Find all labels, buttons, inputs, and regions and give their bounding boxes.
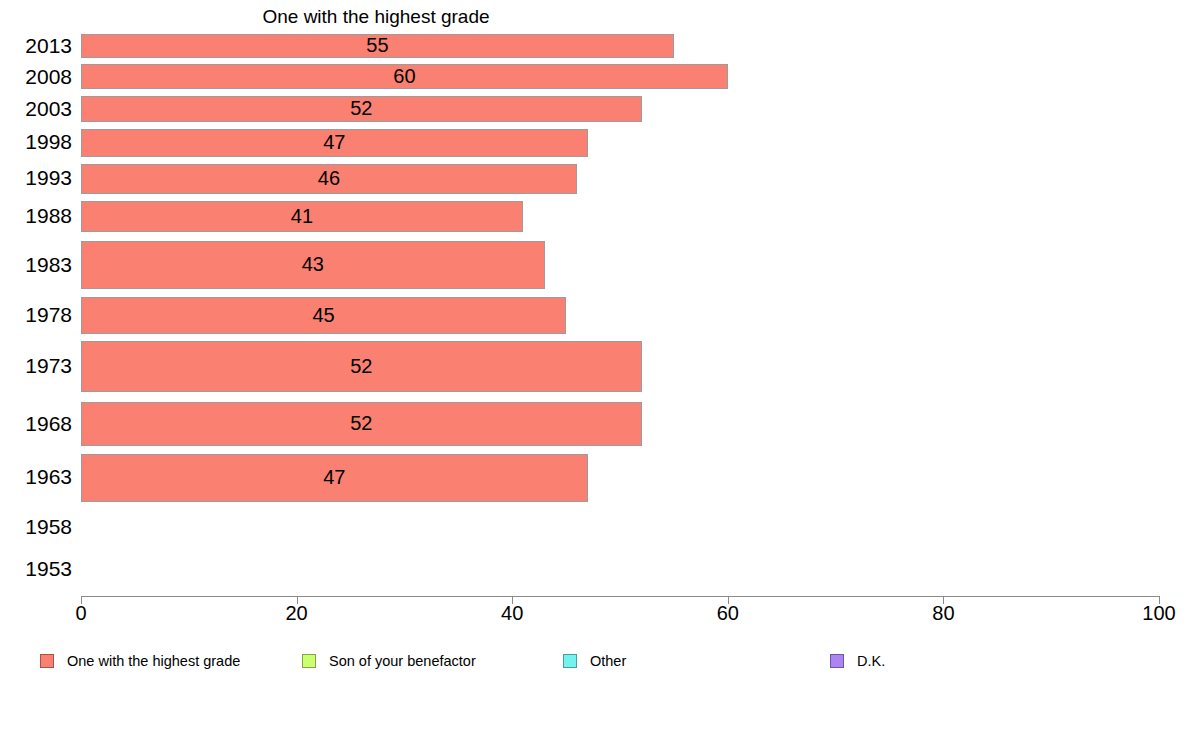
bar-chart: One with the highest grade 2013 55 2008 60 2…	[0, 0, 1188, 736]
bar: 52	[81, 341, 642, 392]
legend-item: D.K.	[830, 652, 885, 670]
x-axis-tick-label: 20	[257, 602, 337, 625]
legend-label: Other	[590, 653, 626, 669]
y-axis-label: 2008	[0, 63, 72, 91]
legend-label: One with the highest grade	[67, 653, 240, 669]
y-axis-label: 1968	[0, 410, 72, 438]
legend-item: One with the highest grade	[40, 652, 240, 670]
x-axis-line	[81, 596, 1159, 597]
legend-label: Son of your benefactor	[329, 653, 476, 669]
bar: 45	[81, 297, 566, 335]
x-axis-tick-label: 0	[41, 602, 121, 625]
x-axis-tick-label: 100	[1119, 602, 1188, 625]
bar: 60	[81, 64, 728, 89]
chart-title: One with the highest grade	[81, 6, 671, 28]
bar-value-label: 55	[366, 34, 388, 57]
bar: 52	[81, 402, 642, 447]
bar-value-label: 47	[323, 131, 345, 154]
x-axis-tick-label: 40	[472, 602, 552, 625]
y-axis-label: 1958	[0, 513, 72, 541]
bar: 43	[81, 241, 545, 289]
y-axis-label: 2013	[0, 32, 72, 60]
legend-label: D.K.	[857, 653, 885, 669]
legend-swatch-icon	[563, 654, 577, 668]
bar: 47	[81, 129, 588, 157]
bar: 55	[81, 34, 674, 58]
legend-item: Son of your benefactor	[302, 652, 476, 670]
y-axis-label: 1978	[0, 301, 72, 329]
y-axis-label: 2003	[0, 95, 72, 123]
y-axis-label: 1983	[0, 251, 72, 279]
y-axis-label: 1953	[0, 555, 72, 583]
bar-value-label: 43	[302, 253, 324, 276]
bar: 47	[81, 454, 588, 502]
bar-value-label: 41	[291, 205, 313, 228]
y-axis-label: 1963	[0, 463, 72, 491]
legend-swatch-icon	[830, 654, 844, 668]
bar-value-label: 60	[393, 65, 415, 88]
bar: 52	[81, 96, 642, 123]
bar: 46	[81, 164, 577, 194]
bar-value-label: 46	[318, 167, 340, 190]
y-axis-label: 1988	[0, 202, 72, 230]
y-axis-label: 1973	[0, 352, 72, 380]
legend-swatch-icon	[302, 654, 316, 668]
legend-item: Other	[563, 652, 626, 670]
bar: 41	[81, 201, 523, 233]
bar-value-label: 52	[350, 355, 372, 378]
bar-value-label: 45	[312, 304, 334, 327]
y-axis-label: 1998	[0, 128, 72, 156]
legend-swatch-icon	[40, 654, 54, 668]
bar-value-label: 52	[350, 97, 372, 120]
y-axis-label: 1993	[0, 164, 72, 192]
bar-value-label: 47	[323, 466, 345, 489]
bar-value-label: 52	[350, 412, 372, 435]
x-axis-tick-label: 80	[903, 602, 983, 625]
x-axis-tick-label: 60	[688, 602, 768, 625]
